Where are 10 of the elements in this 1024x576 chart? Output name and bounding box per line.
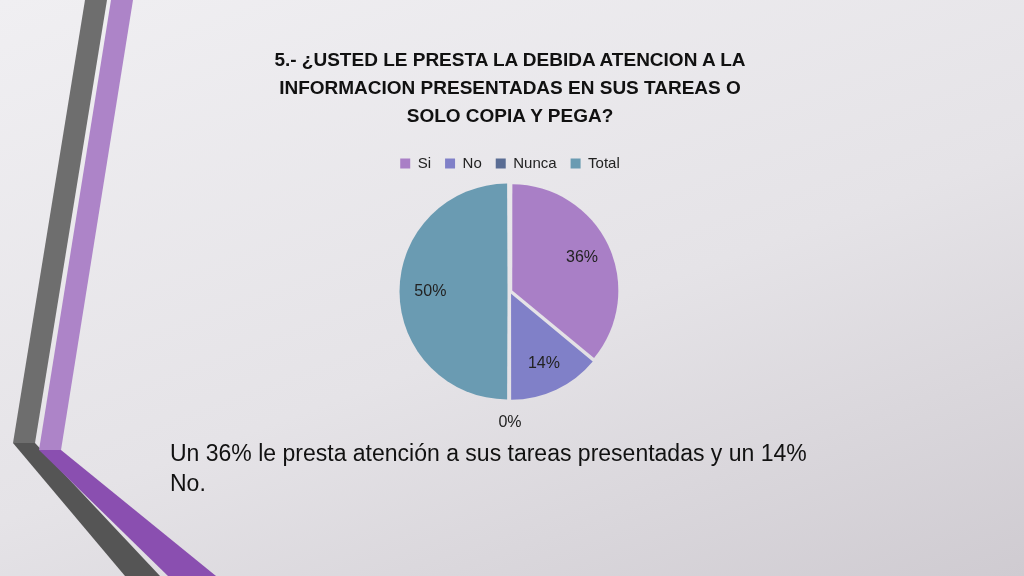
legend-label: No bbox=[462, 153, 482, 171]
legend-label: Total bbox=[588, 153, 620, 171]
text: Un 36% le presta atención a sus tareas presentadas y un 14% No. bbox=[170, 439, 808, 498]
chart-title: 5.- ¿USTED LE PRESTA LA DEBIDA ATENCION A LA INFORMACION PRESENTADAS EN SUS TAREAS O SOLO COPIA Y PEGA? bbox=[273, 48, 747, 128]
data-label: 36% bbox=[566, 248, 599, 265]
data-label: 14% bbox=[527, 353, 560, 371]
text: 0% bbox=[498, 413, 522, 431]
data-label: 50% bbox=[414, 281, 447, 299]
legend-label: Si bbox=[417, 153, 432, 171]
legend-label: Nunca bbox=[513, 153, 558, 171]
